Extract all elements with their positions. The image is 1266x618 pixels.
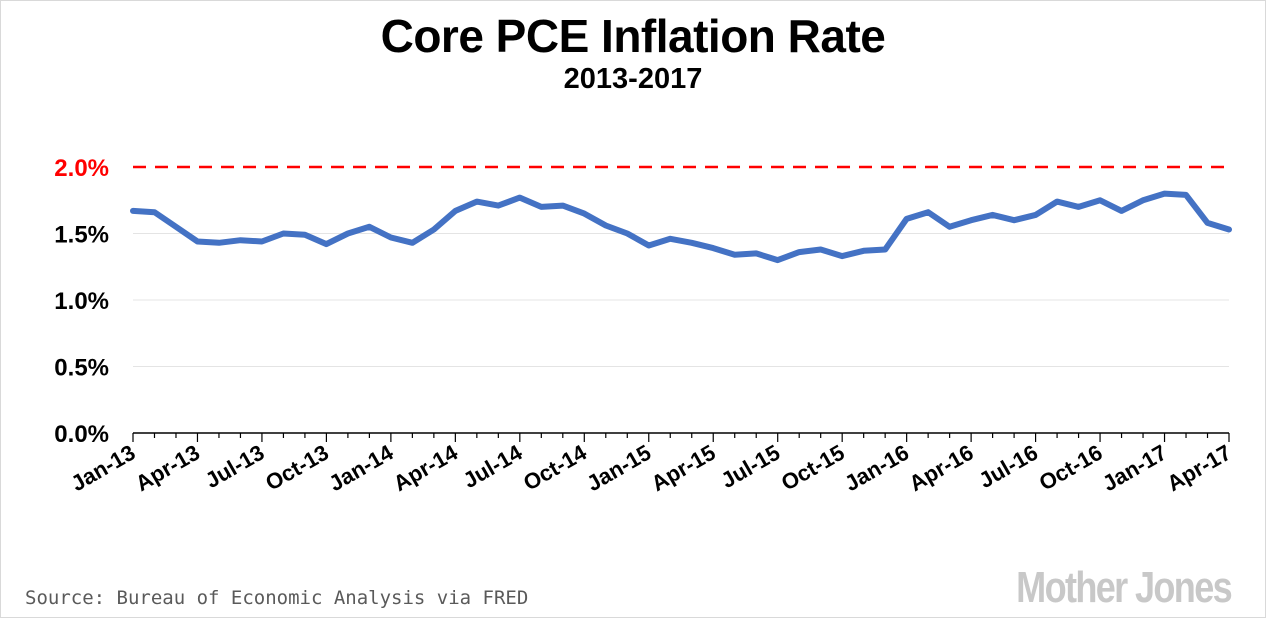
data-point-14	[431, 227, 437, 233]
data-point-51	[1226, 227, 1232, 233]
x-tick-label-2: Jul-13	[201, 440, 269, 493]
x-tick-label-8: Jan-15	[582, 440, 655, 497]
data-point-44	[1076, 204, 1082, 210]
data-point-33	[839, 253, 845, 259]
data-point-36	[904, 216, 910, 222]
data-point-40	[990, 212, 996, 218]
x-tick-label-4: Jan-14	[325, 439, 399, 496]
data-point-11	[366, 224, 372, 230]
data-point-39	[968, 217, 974, 223]
data-point-42	[1033, 212, 1039, 218]
data-point-0	[130, 208, 136, 214]
y-tick-label-1: 0.5%	[54, 355, 109, 382]
data-point-9	[323, 241, 329, 247]
x-tick-label-15: Oct-16	[1035, 440, 1107, 496]
data-point-24	[646, 242, 652, 248]
series-line-core-pce	[130, 190, 1232, 264]
data-point-12	[388, 234, 394, 240]
x-tick-label-1: Apr-13	[131, 440, 204, 496]
gridlines	[133, 233, 1229, 367]
data-point-27	[710, 245, 716, 251]
y-tick-labels: 0.0% 0.5% 1.0% 1.5% 2.0%	[54, 155, 109, 448]
data-point-21	[581, 211, 587, 217]
data-point-15	[452, 208, 458, 214]
chart-subtitle: 2013-2017	[563, 63, 703, 95]
data-point-43	[1054, 199, 1060, 205]
data-point-7	[280, 231, 286, 237]
data-point-10	[345, 231, 351, 237]
data-point-35	[882, 246, 888, 252]
series-layer	[130, 190, 1232, 264]
data-point-28	[732, 252, 738, 258]
data-point-13	[409, 240, 415, 246]
data-point-23	[624, 231, 630, 237]
x-tick-label-17: Apr-17	[1163, 440, 1236, 496]
x-tick-label-16: Jan-17	[1098, 440, 1171, 497]
y-tick-label-2: 1.0%	[54, 288, 109, 315]
y-tick-label-0: 0.0%	[54, 421, 109, 448]
data-point-17	[495, 203, 501, 209]
data-point-48	[1162, 191, 1168, 197]
chart-title: Core PCE Inflation Rate	[380, 10, 886, 62]
data-point-20	[560, 203, 566, 209]
data-point-37	[925, 209, 931, 215]
x-tick-label-9: Apr-15	[647, 440, 720, 496]
x-tick-label-7: Oct-14	[519, 439, 591, 495]
x-tick-labels: Jan-13Apr-13Jul-13Oct-13Jan-14Apr-14Jul-…	[67, 439, 1236, 496]
axes	[132, 432, 1230, 442]
data-point-50	[1205, 220, 1211, 226]
data-point-1	[151, 209, 157, 215]
y-tick-label-3: 1.5%	[54, 222, 109, 249]
data-point-5	[237, 237, 243, 243]
data-point-32	[818, 246, 824, 252]
data-point-4	[216, 240, 222, 246]
data-point-25	[667, 236, 673, 242]
data-point-46	[1119, 208, 1125, 214]
data-point-49	[1183, 192, 1189, 198]
data-point-47	[1140, 197, 1146, 203]
data-point-22	[603, 223, 609, 229]
data-point-19	[538, 204, 544, 210]
data-point-2	[173, 224, 179, 230]
y-tick-label-4: 2.0%	[54, 155, 109, 182]
data-point-29	[753, 250, 759, 256]
data-point-45	[1097, 197, 1103, 203]
data-point-26	[689, 240, 695, 246]
data-point-41	[1011, 217, 1017, 223]
source-note: Source: Bureau of Economic Analysis via …	[25, 587, 529, 609]
data-point-34	[861, 248, 867, 254]
data-point-6	[259, 238, 265, 244]
data-point-31	[796, 249, 802, 255]
data-point-18	[517, 195, 523, 201]
x-tick-label-10: Jul-15	[717, 440, 785, 493]
data-point-16	[474, 199, 480, 205]
data-point-30	[775, 257, 781, 263]
x-tick-label-14: Jul-16	[975, 440, 1043, 493]
data-point-8	[302, 232, 308, 238]
x-tick-label-12: Jan-16	[840, 440, 913, 497]
x-tick-label-3: Oct-13	[261, 440, 333, 496]
x-tick-label-11: Oct-15	[777, 440, 849, 496]
x-tick-label-13: Apr-16	[905, 440, 978, 496]
data-point-3	[194, 238, 200, 244]
publisher-logo: Mother Jones	[1016, 563, 1233, 612]
x-tick-label-6: Jul-14	[459, 439, 527, 493]
x-tick-label-0: Jan-13	[67, 440, 140, 497]
data-point-38	[947, 224, 953, 230]
x-tick-label-5: Apr-14	[389, 439, 463, 496]
